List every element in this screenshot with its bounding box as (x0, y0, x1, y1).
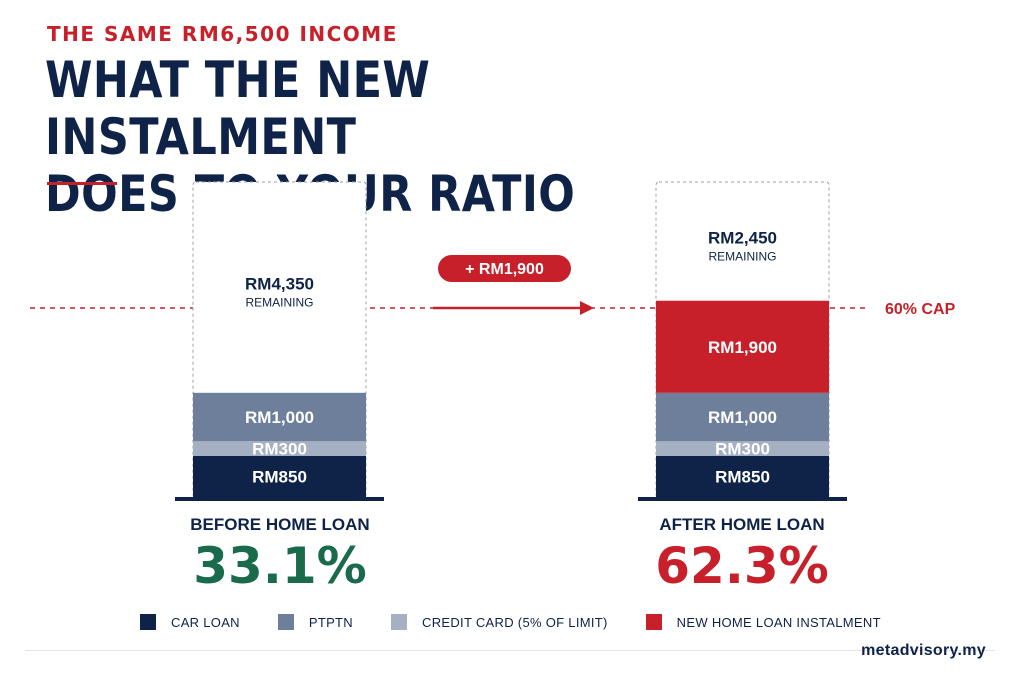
bar-segment (193, 441, 366, 456)
segment-label: RM850 (252, 467, 307, 486)
legend-label: PTPTN (308, 614, 353, 630)
bar-segment (193, 455, 366, 497)
segment-label: RM1,000 (708, 408, 777, 427)
bar-segment (656, 441, 829, 456)
legend-swatch (277, 614, 294, 630)
remaining-amount: RM4,350 (245, 274, 314, 293)
change-label: + RM1,900 (465, 261, 544, 278)
bar-segment (193, 392, 366, 442)
chart-legend: CAR LOAN PTPTN CREDIT CARD (5% OF LIMIT)… (140, 612, 919, 632)
legend-label: NEW HOME LOAN INSTALMENT (676, 614, 881, 630)
page-title: WHAT THE NEW INSTALMENT DOES TO YOUR RAT… (45, 52, 647, 223)
remaining-label: REMAINING (245, 295, 313, 309)
footer-divider (25, 650, 995, 651)
legend-label: CREDIT CARD (5% OF LIMIT) (422, 614, 608, 630)
remaining-label: REMAINING (708, 249, 776, 263)
legend-item-car-loan: CAR LOAN (140, 614, 240, 630)
segment-label: RM300 (715, 440, 770, 459)
bar-segment (656, 392, 829, 442)
legend-item-home-loan: NEW HOME LOAN INSTALMENT (645, 614, 881, 630)
segment-label: RM850 (715, 467, 770, 486)
segment-label: RM1,900 (708, 338, 777, 357)
legend-item-credit-card: CREDIT CARD (5% OF LIMIT) (391, 614, 608, 630)
after-ratio: 62.3% (655, 537, 829, 595)
legend-swatch (645, 614, 662, 630)
cap-label: 60% CAP (885, 301, 956, 318)
bar-baseline (638, 497, 847, 501)
change-pill (438, 255, 571, 282)
before-caption: BEFORE HOME LOAN (190, 515, 370, 534)
brand-url: metadvisory.my (861, 642, 986, 659)
bar-segment (656, 300, 829, 393)
legend-label: CAR LOAN (171, 614, 240, 630)
legend-swatch (391, 614, 407, 630)
segment-label: RM1,000 (245, 408, 314, 427)
remaining-amount: RM2,450 (708, 228, 777, 247)
eyebrow-text: THE SAME RM6,500 INCOME (47, 22, 398, 46)
legend-swatch (140, 614, 156, 630)
arrow-head-icon (580, 301, 594, 315)
title-underline (47, 182, 117, 185)
title-line-1: WHAT THE NEW INSTALMENT (45, 51, 431, 166)
bar-segment (656, 455, 829, 497)
bar-baseline (175, 497, 384, 501)
segment-label: RM300 (252, 440, 307, 459)
legend-item-ptptn: PTPTN (277, 614, 353, 630)
after-caption: AFTER HOME LOAN (659, 515, 825, 534)
before-ratio: 33.1% (193, 537, 367, 595)
